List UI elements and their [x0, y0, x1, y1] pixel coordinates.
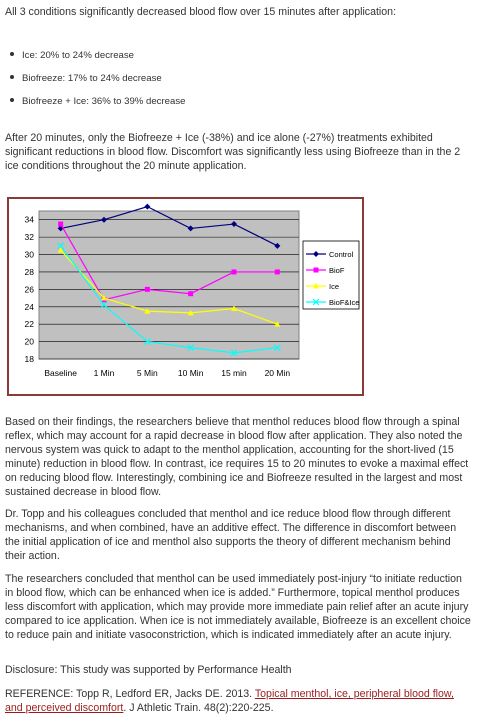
data-point — [57, 225, 64, 232]
mechanism-paragraph: Dr. Topp and his colleagues concluded th… — [5, 508, 457, 562]
data-point — [58, 221, 64, 227]
data-point — [144, 308, 151, 314]
legend-marker — [312, 298, 320, 306]
data-point — [100, 301, 108, 309]
x-tick-label: 10 Min — [178, 368, 204, 378]
data-point — [144, 203, 151, 210]
y-tick-label: 30 — [25, 250, 35, 260]
intro-text: All 3 conditions significantly decreased… — [5, 6, 397, 18]
data-point — [57, 247, 64, 253]
list-item: Biofreeze + Ice: 36% to 39% decrease — [10, 95, 185, 109]
x-tick-label: 15 min — [221, 368, 247, 378]
data-point — [101, 216, 107, 223]
legend-box — [302, 240, 360, 310]
legend-label: BioF&Ice — [329, 298, 359, 307]
data-point — [188, 291, 194, 297]
legend-marker — [313, 251, 319, 257]
conclusion-paragraph: The researchers concluded that menthol c… — [5, 573, 471, 641]
data-point — [143, 338, 151, 346]
reference-link[interactable]: Topical menthol, ice, peripheral blood f… — [5, 688, 454, 714]
bullet-text: Biofreeze + Ice: 36% to 39% decrease — [22, 96, 186, 107]
data-point — [230, 349, 238, 357]
x-tick-label: 5 Min — [137, 368, 158, 378]
y-tick-label: 26 — [25, 284, 35, 294]
data-point — [144, 286, 150, 292]
reference-suffix: . J Athletic Train. 48(2):220-225. — [123, 702, 274, 714]
series-line — [60, 206, 278, 247]
y-tick-label: 24 — [25, 302, 35, 312]
data-point — [274, 321, 281, 327]
y-tick-label: 28 — [25, 267, 35, 277]
data-point — [231, 305, 237, 312]
y-tick-label: 32 — [25, 232, 35, 242]
bullet-text: Ice: 20% to 24% decrease — [22, 50, 134, 61]
series-line — [60, 223, 278, 301]
bullet-text: Biofreeze: 17% to 24% decrease — [22, 73, 162, 84]
y-tick-label: 22 — [25, 319, 35, 329]
x-tick-label: 20 Min — [265, 368, 291, 378]
reference-prefix: REFERENCE: Topp R, Ledford ER, Jacks DE.… — [5, 688, 255, 700]
data-point — [231, 269, 237, 275]
y-tick-label: 18 — [25, 354, 35, 364]
disclosure-text: Disclosure: This study was supported by … — [5, 664, 292, 676]
data-point — [187, 225, 194, 232]
legend-marker — [313, 283, 319, 289]
blood-flow-chart: 18 20 22 24 26 28 30 32 34 Baseline 1 Min 5 Min 10 M… — [7, 197, 364, 396]
data-point — [273, 344, 281, 352]
legend-label: BioF — [329, 266, 345, 275]
data-point — [274, 242, 281, 249]
legend-label: Ice — [329, 282, 339, 291]
legend-label: Control — [329, 250, 354, 259]
data-point — [187, 309, 194, 316]
list-item: Biofreeze: 17% to 24% decrease — [10, 72, 162, 86]
data-point — [187, 344, 195, 352]
results-paragraph: After 20 minutes, only the Biofreeze + I… — [5, 132, 461, 172]
series-line — [60, 245, 278, 354]
bullet-icon — [10, 98, 14, 103]
findings-paragraph: Based on their findings, the researchers… — [5, 416, 469, 498]
plot-area — [38, 210, 300, 360]
reference-text: REFERENCE: Topp R, Ledford ER, Jacks DE.… — [5, 687, 473, 715]
data-point — [101, 295, 107, 301]
series-line — [60, 249, 278, 325]
data-point — [57, 242, 65, 250]
x-tick-label: 1 Min — [94, 368, 115, 378]
bullet-icon — [10, 52, 14, 57]
bullet-icon — [10, 75, 14, 80]
list-item: Ice: 20% to 24% decrease — [10, 49, 134, 63]
data-point — [231, 221, 237, 228]
legend-marker — [313, 267, 319, 273]
data-point — [274, 269, 280, 275]
y-tick-label: 34 — [25, 215, 35, 225]
x-tick-label: Baseline — [44, 368, 77, 378]
y-tick-label: 20 — [25, 337, 35, 347]
chart-svg: 18 20 22 24 26 28 30 32 34 Baseline 1 Min 5 Min 10 M… — [25, 203, 360, 378]
